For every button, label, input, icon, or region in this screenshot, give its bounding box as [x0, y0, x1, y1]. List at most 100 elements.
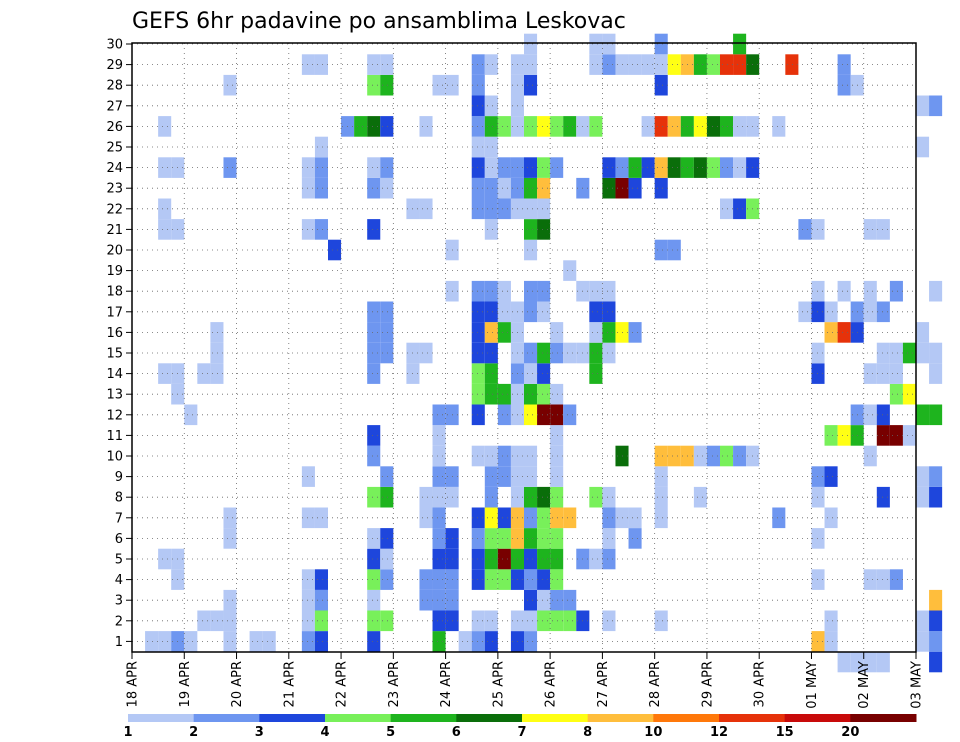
heatmap-cell: [706, 445, 720, 467]
heatmap-cell: [471, 95, 485, 117]
colorbar-swatch: [128, 714, 195, 722]
heatmap-cell: [550, 116, 564, 137]
heatmap-cell: [706, 157, 720, 178]
heatmap-cell: [524, 198, 538, 220]
heatmap-cell: [484, 466, 498, 487]
heatmap-cell: [733, 157, 747, 178]
heatmap-cell: [380, 301, 394, 323]
heatmap-cell: [667, 54, 681, 75]
heatmap-cell: [524, 589, 538, 611]
heatmap-cell: [497, 177, 511, 199]
heatmap-cell: [733, 198, 747, 220]
heatmap-cell: [158, 548, 172, 570]
heatmap-cell: [628, 507, 642, 529]
heatmap-cell: [628, 322, 642, 343]
heatmap-cell: [314, 610, 328, 632]
heatmap-cell: [380, 569, 394, 590]
heatmap-cell: [929, 404, 943, 426]
heatmap-cell: [733, 54, 747, 75]
heatmap-cell: [667, 157, 681, 178]
heatmap-cell: [380, 610, 394, 632]
heatmap-cell: [484, 54, 498, 75]
heatmap-cell: [550, 425, 564, 446]
heatmap-cell: [524, 157, 538, 178]
heatmap-cell: [367, 589, 381, 611]
heatmap-cell: [693, 116, 707, 137]
heatmap-cell: [367, 631, 381, 652]
heatmap-cell: [537, 116, 551, 137]
colorbar-label: 2: [189, 725, 198, 740]
heatmap-cell: [929, 363, 943, 384]
heatmap-cell: [484, 445, 498, 467]
heatmap-cell: [524, 404, 538, 426]
heatmap-cell: [432, 631, 446, 652]
x-tick-label: 24 APR: [439, 661, 454, 707]
y-tick-label: 14: [106, 367, 123, 382]
heatmap-cell: [654, 486, 668, 508]
heatmap-cell: [563, 260, 577, 281]
heatmap-cell: [497, 301, 511, 323]
heatmap-cell: [889, 363, 903, 384]
heatmap-cell: [667, 445, 681, 467]
heatmap-cell: [484, 301, 498, 323]
heatmap-cell: [524, 548, 538, 570]
heatmap-cell: [537, 177, 551, 199]
heatmap-cell: [419, 569, 433, 590]
heatmap-cell: [484, 631, 498, 652]
x-tick-label: 20 APR: [230, 661, 245, 707]
heatmap-cell: [367, 219, 381, 240]
heatmap-cell: [432, 610, 446, 632]
heatmap-cell: [262, 631, 276, 652]
heatmap-cell: [197, 363, 211, 384]
heatmap-cell: [301, 219, 315, 240]
heatmap-cell: [471, 198, 485, 220]
heatmap-cell: [484, 116, 498, 137]
colorbar-label: 12: [710, 725, 728, 740]
heatmap-cell: [471, 157, 485, 178]
heatmap-cell: [537, 569, 551, 590]
x-tick-label: 19 APR: [178, 661, 193, 707]
heatmap-cell: [484, 322, 498, 343]
heatmap-cell: [524, 383, 538, 405]
heatmap-cell: [301, 569, 315, 590]
y-tick-label: 7: [115, 511, 123, 526]
heatmap-cell: [916, 631, 930, 652]
heatmap-cell: [497, 198, 511, 220]
colorbar-label: 20: [841, 725, 859, 740]
heatmap-cell: [641, 157, 655, 178]
heatmap-cell: [249, 631, 263, 652]
heatmap-cell: [916, 404, 930, 426]
heatmap-cell: [367, 486, 381, 508]
heatmap-cell: [876, 342, 890, 364]
y-tick-label: 19: [106, 264, 123, 279]
heatmap-cell: [563, 404, 577, 426]
heatmap-cell: [589, 548, 603, 570]
heatmap-cell: [354, 116, 368, 137]
heatmap-cell: [432, 486, 446, 508]
heatmap-cell: [602, 301, 616, 323]
heatmap-cell: [524, 74, 538, 96]
heatmap-cell: [223, 631, 237, 652]
heatmap-cell: [876, 219, 890, 240]
heatmap-cell: [145, 631, 159, 652]
heatmap-cell: [301, 466, 315, 487]
heatmap-cell: [367, 445, 381, 467]
heatmap-cell: [641, 116, 655, 137]
x-tick-label: 27 APR: [596, 661, 611, 707]
heatmap-cell: [550, 322, 564, 343]
heatmap-cell: [602, 54, 616, 75]
heatmap-cell: [471, 54, 485, 75]
heatmap-cell: [524, 219, 538, 240]
heatmap-cell: [811, 280, 825, 302]
heatmap-cell: [537, 507, 551, 529]
heatmap-cell: [497, 507, 511, 529]
y-tick-label: 22: [106, 202, 123, 217]
heatmap-cell: [419, 198, 433, 220]
heatmap-cell: [524, 280, 538, 302]
heatmap-cell: [419, 507, 433, 529]
heatmap-cell: [550, 569, 564, 590]
y-tick-label: 9: [115, 470, 123, 485]
heatmap-cell: [628, 177, 642, 199]
x-tick-label: 25 APR: [491, 661, 506, 707]
heatmap-cell: [471, 610, 485, 632]
